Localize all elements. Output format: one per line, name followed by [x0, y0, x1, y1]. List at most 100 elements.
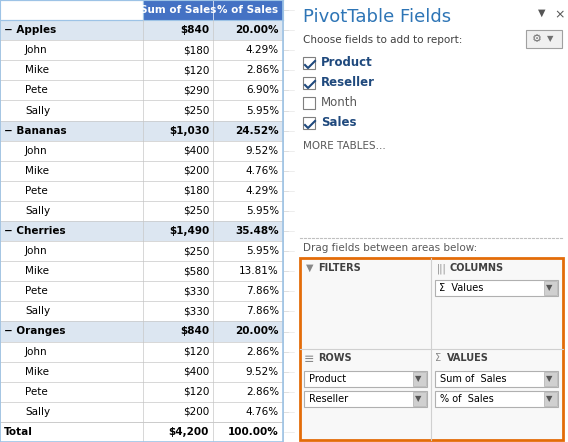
Text: John: John: [25, 146, 48, 156]
Text: Month: Month: [321, 96, 358, 110]
Bar: [304, 391, 427, 407]
Text: $120: $120: [183, 387, 209, 397]
Text: ▼: ▼: [546, 283, 552, 293]
Text: 4.76%: 4.76%: [246, 407, 279, 417]
Bar: [544, 372, 557, 386]
Text: VALUES: VALUES: [447, 353, 489, 363]
Bar: [544, 281, 557, 295]
Text: Total: Total: [4, 427, 33, 437]
Bar: [0, 0, 143, 20]
Text: % of  Sales: % of Sales: [440, 394, 494, 404]
Text: $250: $250: [183, 206, 209, 216]
Text: 2.86%: 2.86%: [246, 387, 279, 397]
Text: 20.00%: 20.00%: [236, 327, 279, 336]
Text: $180: $180: [183, 45, 209, 55]
Bar: [0, 20, 283, 40]
Bar: [0, 0, 283, 442]
Bar: [0, 141, 283, 161]
Bar: [526, 30, 562, 48]
Bar: [435, 280, 558, 296]
Text: ▼: ▼: [306, 263, 314, 273]
Text: 100.00%: 100.00%: [228, 427, 279, 437]
Bar: [435, 391, 558, 407]
Text: 6.90%: 6.90%: [246, 85, 279, 95]
Bar: [0, 301, 283, 321]
Bar: [304, 371, 427, 387]
Bar: [0, 261, 283, 281]
Text: $120: $120: [183, 65, 209, 75]
Text: ▼: ▼: [538, 8, 545, 18]
Text: 24.52%: 24.52%: [235, 126, 279, 136]
Bar: [303, 77, 315, 89]
Bar: [0, 121, 283, 141]
Text: ×: ×: [554, 8, 565, 21]
Text: Sum of  Sales: Sum of Sales: [440, 374, 507, 384]
Text: $330: $330: [183, 286, 209, 296]
Text: 2.86%: 2.86%: [246, 65, 279, 75]
Text: $580: $580: [183, 266, 209, 276]
Text: − Oranges: − Oranges: [4, 327, 65, 336]
Text: John: John: [25, 347, 48, 357]
Bar: [0, 201, 283, 221]
Text: $180: $180: [183, 186, 209, 196]
Text: ⚙: ⚙: [532, 34, 542, 44]
Text: Σ  Values: Σ Values: [439, 283, 483, 293]
Bar: [0, 100, 283, 121]
Text: ROWS: ROWS: [318, 353, 352, 363]
Text: ▼: ▼: [415, 395, 421, 404]
Text: $250: $250: [183, 106, 209, 115]
Bar: [0, 382, 283, 402]
Text: Sum of Sales: Sum of Sales: [140, 5, 216, 15]
Text: Choose fields to add to report:: Choose fields to add to report:: [303, 35, 462, 45]
Text: Mike: Mike: [25, 367, 49, 377]
Bar: [435, 371, 558, 387]
Bar: [143, 0, 283, 20]
Bar: [0, 342, 283, 362]
Text: 5.95%: 5.95%: [246, 246, 279, 256]
Bar: [0, 281, 283, 301]
Text: Drag fields between areas below:: Drag fields between areas below:: [303, 243, 477, 253]
Text: $120: $120: [183, 347, 209, 357]
Text: FILTERS: FILTERS: [318, 263, 361, 273]
Text: Σ: Σ: [435, 353, 441, 363]
Text: 4.29%: 4.29%: [246, 186, 279, 196]
Text: Product: Product: [309, 374, 346, 384]
Bar: [303, 97, 315, 109]
Bar: [303, 57, 315, 69]
Text: 9.52%: 9.52%: [246, 367, 279, 377]
Text: 4.76%: 4.76%: [246, 166, 279, 176]
Text: $1,030: $1,030: [169, 126, 209, 136]
Text: 5.95%: 5.95%: [246, 206, 279, 216]
Text: Sally: Sally: [25, 306, 50, 316]
Bar: [0, 60, 283, 80]
Text: $200: $200: [183, 166, 209, 176]
Text: 35.48%: 35.48%: [235, 226, 279, 236]
Text: $840: $840: [180, 25, 209, 35]
Text: Mike: Mike: [25, 266, 49, 276]
Text: Pete: Pete: [25, 387, 48, 397]
Text: MORE TABLES...: MORE TABLES...: [303, 141, 386, 151]
Text: PivotTable Fields: PivotTable Fields: [303, 8, 451, 26]
Text: Mike: Mike: [25, 65, 49, 75]
Text: − Cherries: − Cherries: [4, 226, 66, 236]
Text: − Apples: − Apples: [4, 25, 56, 35]
Text: John: John: [25, 45, 48, 55]
Text: Sales: Sales: [321, 117, 357, 130]
Text: 4.29%: 4.29%: [246, 45, 279, 55]
Text: ▼: ▼: [546, 374, 552, 384]
Bar: [0, 402, 283, 422]
Text: $1,490: $1,490: [169, 226, 209, 236]
Bar: [413, 372, 426, 386]
Text: ▼: ▼: [415, 374, 421, 384]
Bar: [0, 362, 283, 382]
Text: COLUMNS: COLUMNS: [449, 263, 503, 273]
Bar: [544, 392, 557, 406]
Text: $400: $400: [183, 146, 209, 156]
Text: Product: Product: [321, 57, 373, 69]
Text: ≡: ≡: [304, 353, 315, 366]
Text: ▼: ▼: [546, 395, 552, 404]
Text: Pete: Pete: [25, 286, 48, 296]
Text: 13.81%: 13.81%: [239, 266, 279, 276]
Text: Sally: Sally: [25, 206, 50, 216]
Text: John: John: [25, 246, 48, 256]
